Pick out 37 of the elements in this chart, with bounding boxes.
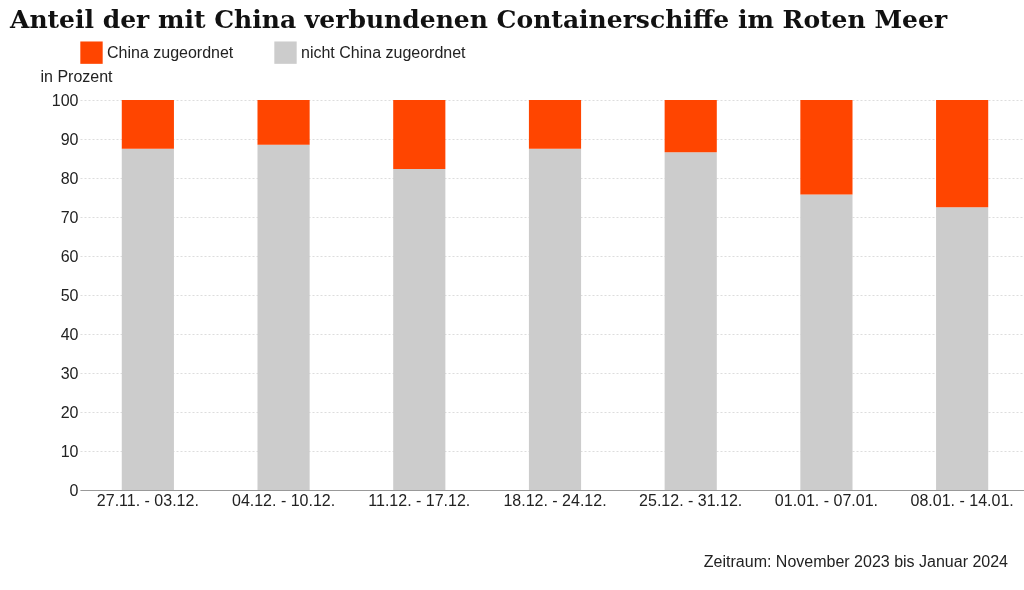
y-tick-label: 100 [51,91,79,109]
legend-label: China zugeordnet [107,43,234,61]
x-tick-label: 11.12. - 17.12. [368,491,471,509]
y-tick-label: 70 [60,208,79,226]
text: Zeitraum: November 2023 bis Januar 2024 [703,553,1008,571]
legend-label: nicht China zugeordnet [301,43,467,61]
bar [800,194,853,490]
bar [936,100,989,208]
bar [936,207,989,490]
bar [664,152,717,490]
chart-title: Anteil der mit China verbundenen Containerschiffe im Roten Meer [9,5,948,34]
y-axis-title: in Prozent [40,67,114,85]
y-tick-label: 80 [60,169,79,187]
bar [121,100,174,149]
y-tick-label: 40 [60,325,79,343]
bar [393,100,446,170]
y-tick-label: 0 [69,481,79,499]
y-tick-label: 30 [60,364,79,382]
x-tick-label: 01.01. - 07.01. [774,491,879,509]
x-tick-label: 08.01. - 14.01. [910,491,1014,509]
bar [528,100,582,149]
x-tick-label: 25.12. - 31.12. [639,491,743,509]
bar [393,169,446,490]
y-tick-label: 50 [60,286,79,304]
x-tick-label: 04.12. - 10.12. [231,491,336,509]
x-tick-label: 18.12. - 24.12. [503,491,607,509]
bar [528,148,582,490]
bar [664,100,717,153]
y-tick-label: 20 [60,403,79,421]
y-tick-label: 10 [60,442,79,460]
bar [121,148,174,490]
y-tick-label: 90 [60,130,79,148]
y-tick-label: 60 [60,247,79,265]
bar [800,100,853,195]
bar [257,100,310,145]
bar [257,144,310,490]
x-tick-label: 27.11. - 03.12. [96,491,199,509]
